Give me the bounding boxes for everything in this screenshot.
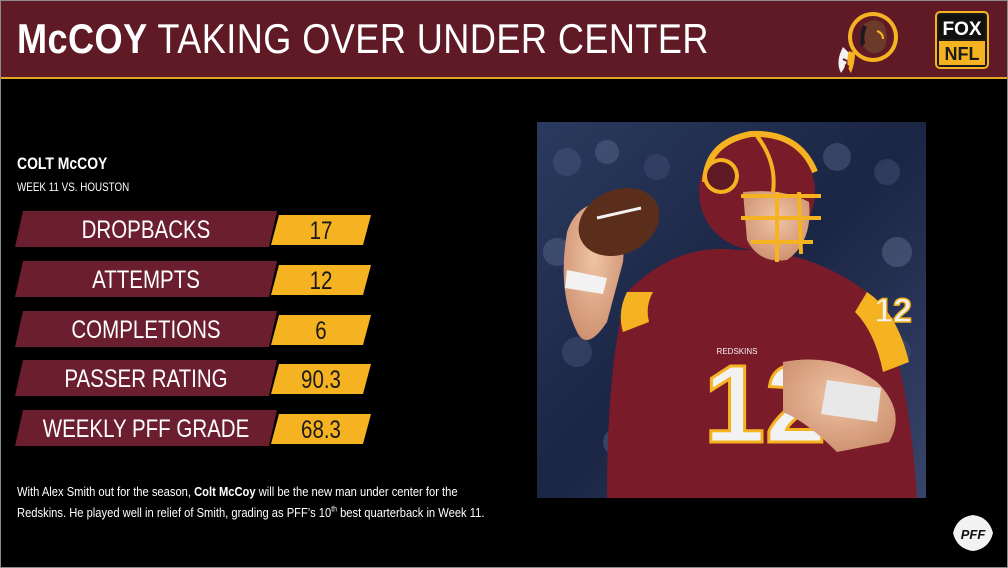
stat-label: DROPBACKS (81, 216, 211, 244)
stat-value: 12 (309, 267, 333, 295)
player-photo-illustration: 12 12 REDSKINS (537, 122, 926, 498)
stat-row-weekly-pff-grade: WEEKLY PFF GRADE 68.3 (15, 410, 375, 446)
title-name: McCOY (17, 15, 148, 62)
fox-text: FOX (942, 19, 981, 40)
stat-value: 17 (309, 217, 333, 245)
stat-value-background (271, 215, 371, 245)
stat-row-passer-rating: PASSER RATING 90.3 (15, 360, 375, 396)
stat-label-background (15, 311, 277, 347)
stat-row-completions: COMPLETIONS 6 (15, 311, 375, 347)
summary-part3: best quarterback in Week 11. (336, 505, 485, 520)
stat-label-background (15, 261, 277, 297)
stat-label: WEEKLY PFF GRADE (42, 415, 250, 443)
player-subtitle: WEEK 11 VS. HOUSTON (17, 180, 130, 194)
stat-label-background (15, 211, 277, 247)
player-name: COLT McCOY (17, 154, 108, 173)
summary-part2: will be the new man under center for the… (17, 484, 458, 520)
summary-part1: With Alex Smith out for the season, (17, 484, 195, 499)
stat-value-background (271, 315, 371, 345)
stat-row-attempts: ATTEMPTS 12 (15, 261, 375, 297)
player-photo: 12 12 REDSKINS (537, 122, 926, 498)
summary-text: With Alex Smith out for the season, Colt… (17, 481, 499, 523)
nfl-text: NFL (945, 44, 980, 64)
summary-player-name: Colt McCoy (194, 484, 256, 499)
stat-row-dropbacks: DROPBACKS 17 (15, 211, 375, 247)
sleeve-number: 12 (874, 292, 912, 330)
pff-logo-icon: PFF (953, 515, 993, 551)
stat-value: 90.3 (301, 366, 341, 394)
stat-value: 6 (315, 317, 327, 345)
stat-value-background (271, 414, 371, 444)
stat-value-background (271, 265, 371, 295)
fox-nfl-logo-icon: FOX NFL (935, 11, 989, 69)
redskins-logo-icon (838, 12, 898, 73)
jersey-wordmark: REDSKINS (717, 347, 758, 356)
stat-value-background (271, 364, 371, 394)
stat-label: PASSER RATING (64, 365, 228, 393)
stat-label: COMPLETIONS (71, 316, 221, 344)
page-title: McCOY TAKING OVER UNDER CENTER (17, 15, 709, 63)
stat-label: ATTEMPTS (92, 266, 200, 294)
stat-label-background (15, 410, 277, 446)
svg-text:PFF: PFF (961, 527, 987, 542)
stat-label-background (15, 360, 277, 396)
stat-value: 68.3 (301, 416, 341, 444)
feathers (838, 47, 855, 73)
title-text: TAKING OVER UNDER CENTER (157, 15, 709, 62)
title-banner: McCOY TAKING OVER UNDER CENTER FOX NFL (1, 1, 1007, 79)
summary-superscript: th (331, 504, 337, 514)
